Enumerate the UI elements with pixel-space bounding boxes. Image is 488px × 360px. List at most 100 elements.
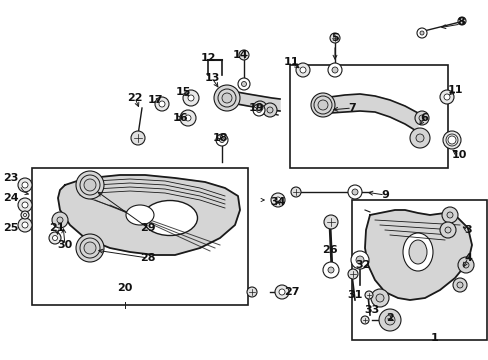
Circle shape <box>84 179 96 191</box>
Text: 11: 11 <box>283 57 298 67</box>
Circle shape <box>131 131 145 145</box>
Text: 27: 27 <box>284 287 299 297</box>
Circle shape <box>22 202 28 208</box>
Circle shape <box>246 287 257 297</box>
Circle shape <box>409 128 429 148</box>
Circle shape <box>446 212 452 218</box>
Circle shape <box>442 131 460 149</box>
Circle shape <box>187 95 194 101</box>
Circle shape <box>76 171 104 199</box>
Circle shape <box>419 31 423 35</box>
Circle shape <box>347 185 361 199</box>
Text: 26: 26 <box>322 245 337 255</box>
Circle shape <box>180 110 196 126</box>
Circle shape <box>22 182 28 188</box>
Ellipse shape <box>408 240 426 264</box>
Text: 1: 1 <box>430 333 438 343</box>
Text: 30: 30 <box>57 240 73 250</box>
Text: 2: 2 <box>386 313 393 323</box>
Circle shape <box>323 262 338 278</box>
Circle shape <box>456 282 462 288</box>
Circle shape <box>350 251 368 269</box>
Text: 11: 11 <box>447 85 462 95</box>
Circle shape <box>155 97 169 111</box>
Text: 23: 23 <box>3 173 19 183</box>
Circle shape <box>452 278 466 292</box>
Text: 34: 34 <box>270 197 285 207</box>
Circle shape <box>378 309 400 331</box>
Text: 7: 7 <box>347 103 355 113</box>
Text: 22: 22 <box>127 93 142 103</box>
Circle shape <box>441 207 457 223</box>
Text: 32: 32 <box>355 260 370 270</box>
Circle shape <box>216 134 227 146</box>
Text: 25: 25 <box>3 223 19 233</box>
Text: 29: 29 <box>140 223 156 233</box>
Circle shape <box>239 50 248 60</box>
Polygon shape <box>237 92 280 111</box>
Text: 16: 16 <box>172 113 187 123</box>
Text: 13: 13 <box>204 73 219 83</box>
Text: 3: 3 <box>463 225 471 235</box>
Circle shape <box>331 67 337 73</box>
Circle shape <box>457 257 473 273</box>
Circle shape <box>375 294 383 302</box>
Text: 24: 24 <box>3 193 19 203</box>
Circle shape <box>76 234 104 262</box>
Bar <box>351 200 486 340</box>
Circle shape <box>444 227 450 233</box>
Circle shape <box>279 289 285 295</box>
Circle shape <box>327 63 341 77</box>
Text: 4: 4 <box>463 253 471 263</box>
Circle shape <box>370 289 388 307</box>
Polygon shape <box>58 175 240 255</box>
Circle shape <box>290 187 301 197</box>
Circle shape <box>439 90 453 104</box>
Circle shape <box>274 197 281 203</box>
Text: 9: 9 <box>380 190 388 200</box>
Circle shape <box>266 107 272 113</box>
Text: 15: 15 <box>175 87 190 97</box>
Circle shape <box>22 222 28 228</box>
Text: 5: 5 <box>330 33 338 43</box>
Circle shape <box>295 63 309 77</box>
Circle shape <box>57 217 63 223</box>
Circle shape <box>274 285 288 299</box>
Circle shape <box>443 94 449 100</box>
Circle shape <box>324 215 337 229</box>
Circle shape <box>364 291 372 299</box>
Circle shape <box>384 315 394 325</box>
Circle shape <box>214 85 240 111</box>
Circle shape <box>310 93 334 117</box>
Ellipse shape <box>142 201 197 235</box>
Circle shape <box>462 262 468 268</box>
Circle shape <box>52 212 68 228</box>
Circle shape <box>414 111 428 125</box>
Ellipse shape <box>126 205 154 225</box>
Circle shape <box>49 232 61 244</box>
Circle shape <box>21 211 29 219</box>
Text: 28: 28 <box>140 253 156 263</box>
Text: 19: 19 <box>249 103 264 113</box>
Circle shape <box>256 108 261 112</box>
Circle shape <box>327 267 333 273</box>
Text: 31: 31 <box>346 290 362 300</box>
Circle shape <box>257 105 263 111</box>
Circle shape <box>23 213 26 216</box>
Circle shape <box>270 193 285 207</box>
Text: 10: 10 <box>450 150 466 160</box>
Bar <box>32 168 247 305</box>
Circle shape <box>447 136 455 144</box>
Circle shape <box>18 218 32 232</box>
Circle shape <box>355 256 363 264</box>
Circle shape <box>439 222 455 238</box>
Circle shape <box>159 101 164 107</box>
Circle shape <box>416 28 426 38</box>
Circle shape <box>252 101 266 115</box>
Text: 6: 6 <box>419 113 427 123</box>
Circle shape <box>84 242 96 254</box>
Circle shape <box>329 33 339 43</box>
Text: 33: 33 <box>364 305 379 315</box>
Circle shape <box>415 134 423 142</box>
Text: 12: 12 <box>200 53 215 63</box>
